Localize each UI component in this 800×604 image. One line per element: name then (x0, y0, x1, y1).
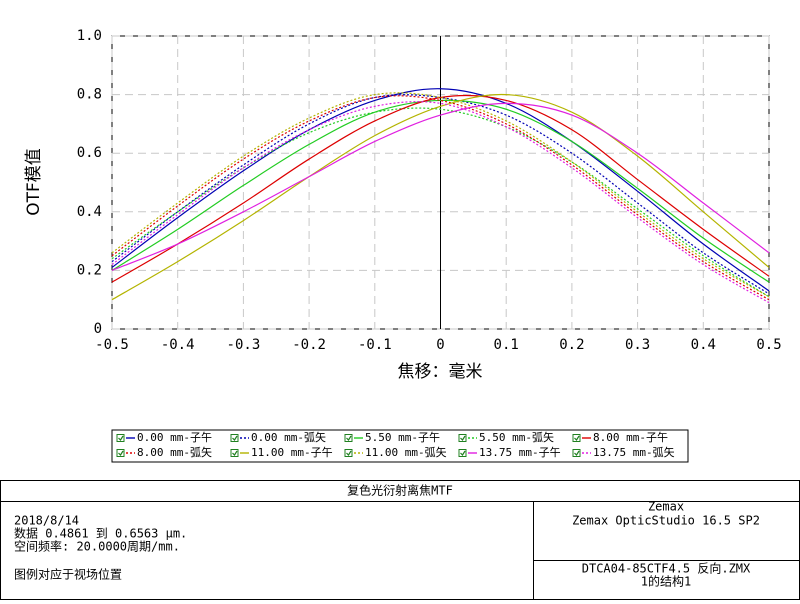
series-line (111, 95, 770, 301)
legend-check (460, 435, 466, 441)
x-tick-label: -0.4 (161, 337, 195, 353)
x-tick-label: -0.2 (292, 337, 326, 353)
legend-entry: 5.50 mm-弧矢 (458, 430, 554, 444)
series-line (111, 88, 770, 292)
legend-check (460, 450, 466, 456)
series-line (111, 99, 770, 283)
legend-label: 5.50 mm-子午 (365, 431, 440, 444)
x-tick-label: -0.1 (358, 337, 392, 353)
x-tick-label: 0.2 (559, 337, 584, 353)
legend-entry: 8.00 mm-弧矢 (116, 445, 212, 459)
legend-label: 13.75 mm-弧矢 (593, 445, 675, 459)
legend-label: 8.00 mm-弧矢 (137, 445, 212, 459)
legend-check (346, 450, 352, 456)
legend-checkbox (230, 449, 239, 457)
legend-label: 8.00 mm-子午 (593, 431, 668, 444)
legend-checkbox (344, 434, 353, 442)
x-tick-label: 0.4 (691, 337, 716, 353)
footer-text: DTCA04-85CTF4.5 反向.ZMX (582, 561, 751, 576)
series-line (111, 101, 770, 304)
series-line (111, 93, 770, 301)
legend-entry: 8.00 mm-子午 (572, 431, 668, 444)
legend-checkbox (344, 449, 353, 457)
legend-entry: 11.00 mm-弧矢 (344, 445, 447, 459)
y-tick-label: 1.0 (77, 28, 102, 44)
footer-text: 空间频率: 20.0000周期/mm. (14, 539, 180, 554)
footer-text: 数据 0.4861 到 0.6563 μm. (14, 526, 187, 541)
legend-entry: 0.00 mm-子午 (116, 431, 212, 444)
legend-entry: 11.00 mm-子午 (230, 446, 333, 459)
legend-checkbox (116, 449, 125, 457)
footer-text: Zemax OpticStudio 16.5 SP2 (572, 514, 760, 528)
legend-checkbox (458, 449, 467, 457)
legend-checkbox (458, 434, 467, 442)
legend-entry: 13.75 mm-弧矢 (572, 445, 675, 459)
footer-title: 复色光衍射离焦MTF (347, 483, 453, 498)
legend-entry: 0.00 mm-弧矢 (230, 430, 326, 444)
y-tick-label: 0.2 (77, 262, 102, 278)
series-line (111, 102, 770, 271)
legend-label: 13.75 mm-子午 (479, 446, 561, 459)
x-tick-label: 0 (436, 337, 444, 353)
series-line (111, 94, 770, 283)
legend-checkbox (230, 434, 239, 442)
legend-check (574, 435, 580, 441)
legend-check (346, 435, 352, 441)
legend-label: 11.00 mm-子午 (251, 446, 333, 459)
legend-checkbox (572, 434, 581, 442)
x-tick-label: -0.3 (227, 337, 261, 353)
legend-check (118, 435, 124, 441)
legend-entry: 5.50 mm-子午 (344, 431, 440, 444)
y-tick-label: 0.6 (77, 145, 102, 161)
footer-text: Zemax (648, 500, 684, 514)
series-line (111, 107, 770, 298)
legend-label: 0.00 mm-子午 (137, 431, 212, 444)
y-tick-label: 0 (94, 321, 102, 337)
legend-label: 5.50 mm-弧矢 (479, 430, 554, 444)
x-axis-title: 焦移：毫米 (398, 362, 483, 382)
footer-text: 2018/8/14 (14, 514, 79, 528)
footer-text: 1的结构1 (641, 574, 691, 589)
legend-checkbox (572, 449, 581, 457)
y-tick-label: 0.8 (77, 87, 102, 103)
legend-label: 11.00 mm-弧矢 (365, 445, 447, 459)
legend-check (574, 450, 580, 456)
legend-entry: 13.75 mm-子午 (458, 446, 561, 459)
legend-checkbox (116, 434, 125, 442)
legend-label: 0.00 mm-弧矢 (251, 430, 326, 444)
y-axis-title: OTF模值 (24, 148, 44, 216)
y-tick-label: 0.4 (77, 204, 102, 220)
legend-box (111, 429, 689, 463)
x-tick-label: 0.1 (494, 337, 519, 353)
legend-check (232, 435, 238, 441)
x-tick-label: -0.5 (95, 337, 129, 353)
legend-check (118, 450, 124, 456)
x-tick-label: 0.5 (756, 337, 781, 353)
legend-check (232, 450, 238, 456)
footer-text: 图例对应于视场位置 (14, 567, 122, 582)
x-tick-label: 0.3 (625, 337, 650, 353)
series-line (111, 92, 770, 298)
